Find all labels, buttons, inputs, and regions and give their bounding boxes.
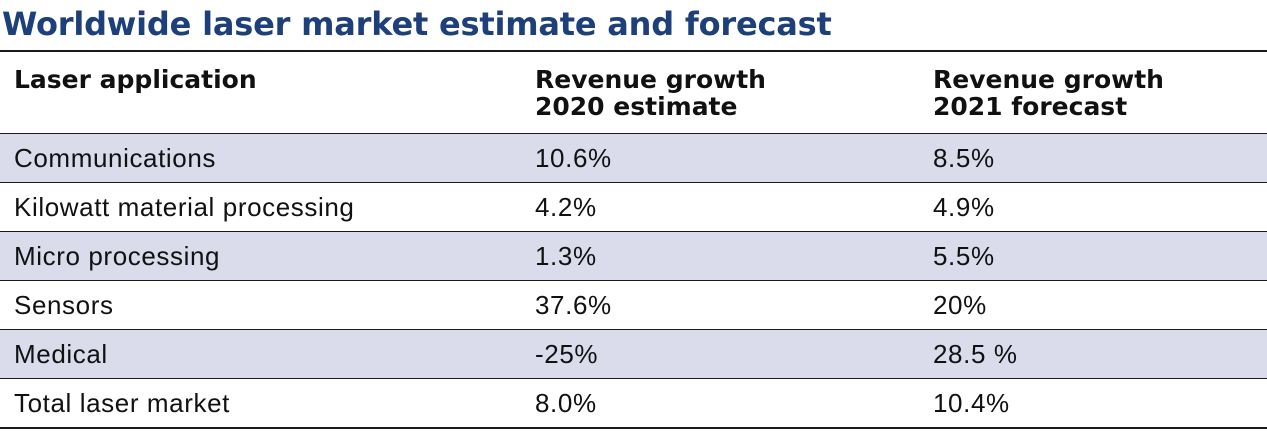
estimate-2020-cell: 1.3%	[535, 241, 597, 271]
estimate-2020-cell: 4.2%	[535, 192, 597, 222]
table-row: Kilowatt material processing 4.2% 4.9%	[0, 183, 1267, 232]
table-row: Sensors 37.6% 20%	[0, 281, 1267, 330]
estimate-2020-cell: 37.6%	[535, 290, 612, 320]
forecast-2021-cell: 10.4%	[933, 388, 1010, 418]
application-cell: Micro processing	[14, 241, 221, 271]
table-total-row: Total laser market 8.0% 10.4%	[0, 379, 1267, 429]
table-title: Worldwide laser market estimate and fore…	[2, 5, 832, 43]
application-cell: Medical	[14, 339, 108, 369]
forecast-2021-cell: 8.5%	[933, 143, 995, 173]
estimate-2020-cell: 8.0%	[535, 388, 597, 418]
application-cell: Sensors	[14, 290, 114, 320]
forecast-2021-cell: 20%	[933, 290, 987, 320]
application-cell: Total laser market	[14, 388, 230, 418]
application-cell: Kilowatt material processing	[14, 192, 355, 222]
application-cell: Communications	[14, 143, 217, 173]
forecast-2021-cell: 5.5%	[933, 241, 995, 271]
table-row: Micro processing 1.3% 5.5%	[0, 232, 1267, 281]
column-header-2020-estimate: Revenue growth 2020 estimate	[535, 65, 766, 121]
table-header-row: Laser application Revenue growth 2020 es…	[0, 52, 1267, 134]
table-row: Medical -25% 28.5 %	[0, 330, 1267, 379]
column-header-2021-forecast: Revenue growth 2021 forecast	[933, 65, 1164, 121]
estimate-2020-cell: -25%	[535, 339, 599, 369]
forecast-2021-cell: 28.5 %	[933, 339, 1018, 369]
forecast-2021-cell: 4.9%	[933, 192, 995, 222]
column-header-application: Laser application	[14, 65, 257, 94]
laser-market-table: Laser application Revenue growth 2020 es…	[0, 50, 1267, 429]
estimate-2020-cell: 10.6%	[535, 143, 612, 173]
table-row: Communications 10.6% 8.5%	[0, 134, 1267, 183]
